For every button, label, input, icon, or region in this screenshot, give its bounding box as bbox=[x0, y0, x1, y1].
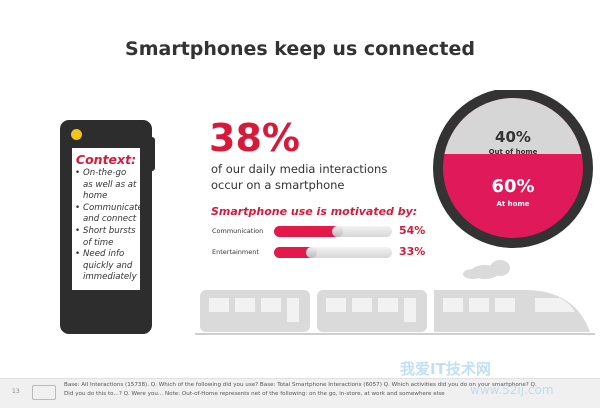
bar-fill bbox=[274, 247, 315, 258]
location-split-gauge: 40% Out of home 60% At home bbox=[431, 88, 595, 258]
bar-knob bbox=[332, 226, 343, 237]
motivation-title: Smartphone use is motivated by: bbox=[211, 205, 418, 218]
headline-caption: of our daily media interactions occur on… bbox=[211, 161, 387, 193]
footer-note: Base: All Interactions (15738). Q. Which… bbox=[64, 382, 537, 397]
page-number: 13 bbox=[12, 388, 20, 395]
context-item: On-the-go as well as at home bbox=[74, 168, 138, 203]
bar-track bbox=[274, 226, 392, 237]
out-of-home-label: Out of home bbox=[488, 148, 538, 156]
bar-fill bbox=[274, 226, 341, 237]
context-item: Communicate and connect bbox=[74, 203, 143, 226]
bar-track bbox=[274, 247, 392, 258]
train-illustration bbox=[195, 260, 595, 335]
phone-camera-icon bbox=[71, 129, 82, 140]
context-item: Need info quickly and immediately bbox=[74, 249, 138, 284]
headline-line-1: of our daily media interactions bbox=[211, 162, 388, 176]
bar-value: 33% bbox=[399, 245, 426, 258]
bar-row-communication: Communication 54% bbox=[212, 224, 442, 238]
phone-side-button bbox=[149, 137, 155, 171]
headline-percent: 38% bbox=[209, 116, 300, 160]
out-of-home-value: 40% bbox=[495, 128, 531, 146]
page-title: Smartphones keep us connected bbox=[125, 38, 475, 60]
context-list: On-the-go as well as at home Communicate… bbox=[74, 168, 143, 284]
context-title: Context: bbox=[75, 152, 137, 167]
at-home-label: At home bbox=[496, 200, 530, 208]
rail-line bbox=[195, 333, 595, 335]
watermark-logo: 我爱IT技术网 bbox=[400, 360, 491, 378]
bar-label: Entertainment bbox=[212, 248, 259, 256]
headline-line-2: occur on a smartphone bbox=[211, 178, 345, 192]
watermark-url: www.52ij.com bbox=[470, 383, 554, 397]
at-home-value: 60% bbox=[491, 176, 535, 197]
bar-label: Communication bbox=[212, 227, 264, 235]
bar-row-entertainment: Entertainment 33% bbox=[212, 245, 442, 259]
bar-knob bbox=[306, 247, 317, 258]
footer-bar bbox=[0, 378, 600, 408]
context-panel: Context: On-the-go as well as at home Co… bbox=[72, 148, 143, 290]
book-icon bbox=[32, 385, 56, 400]
context-item: Short bursts of time bbox=[74, 226, 138, 249]
bar-value: 54% bbox=[399, 224, 426, 237]
